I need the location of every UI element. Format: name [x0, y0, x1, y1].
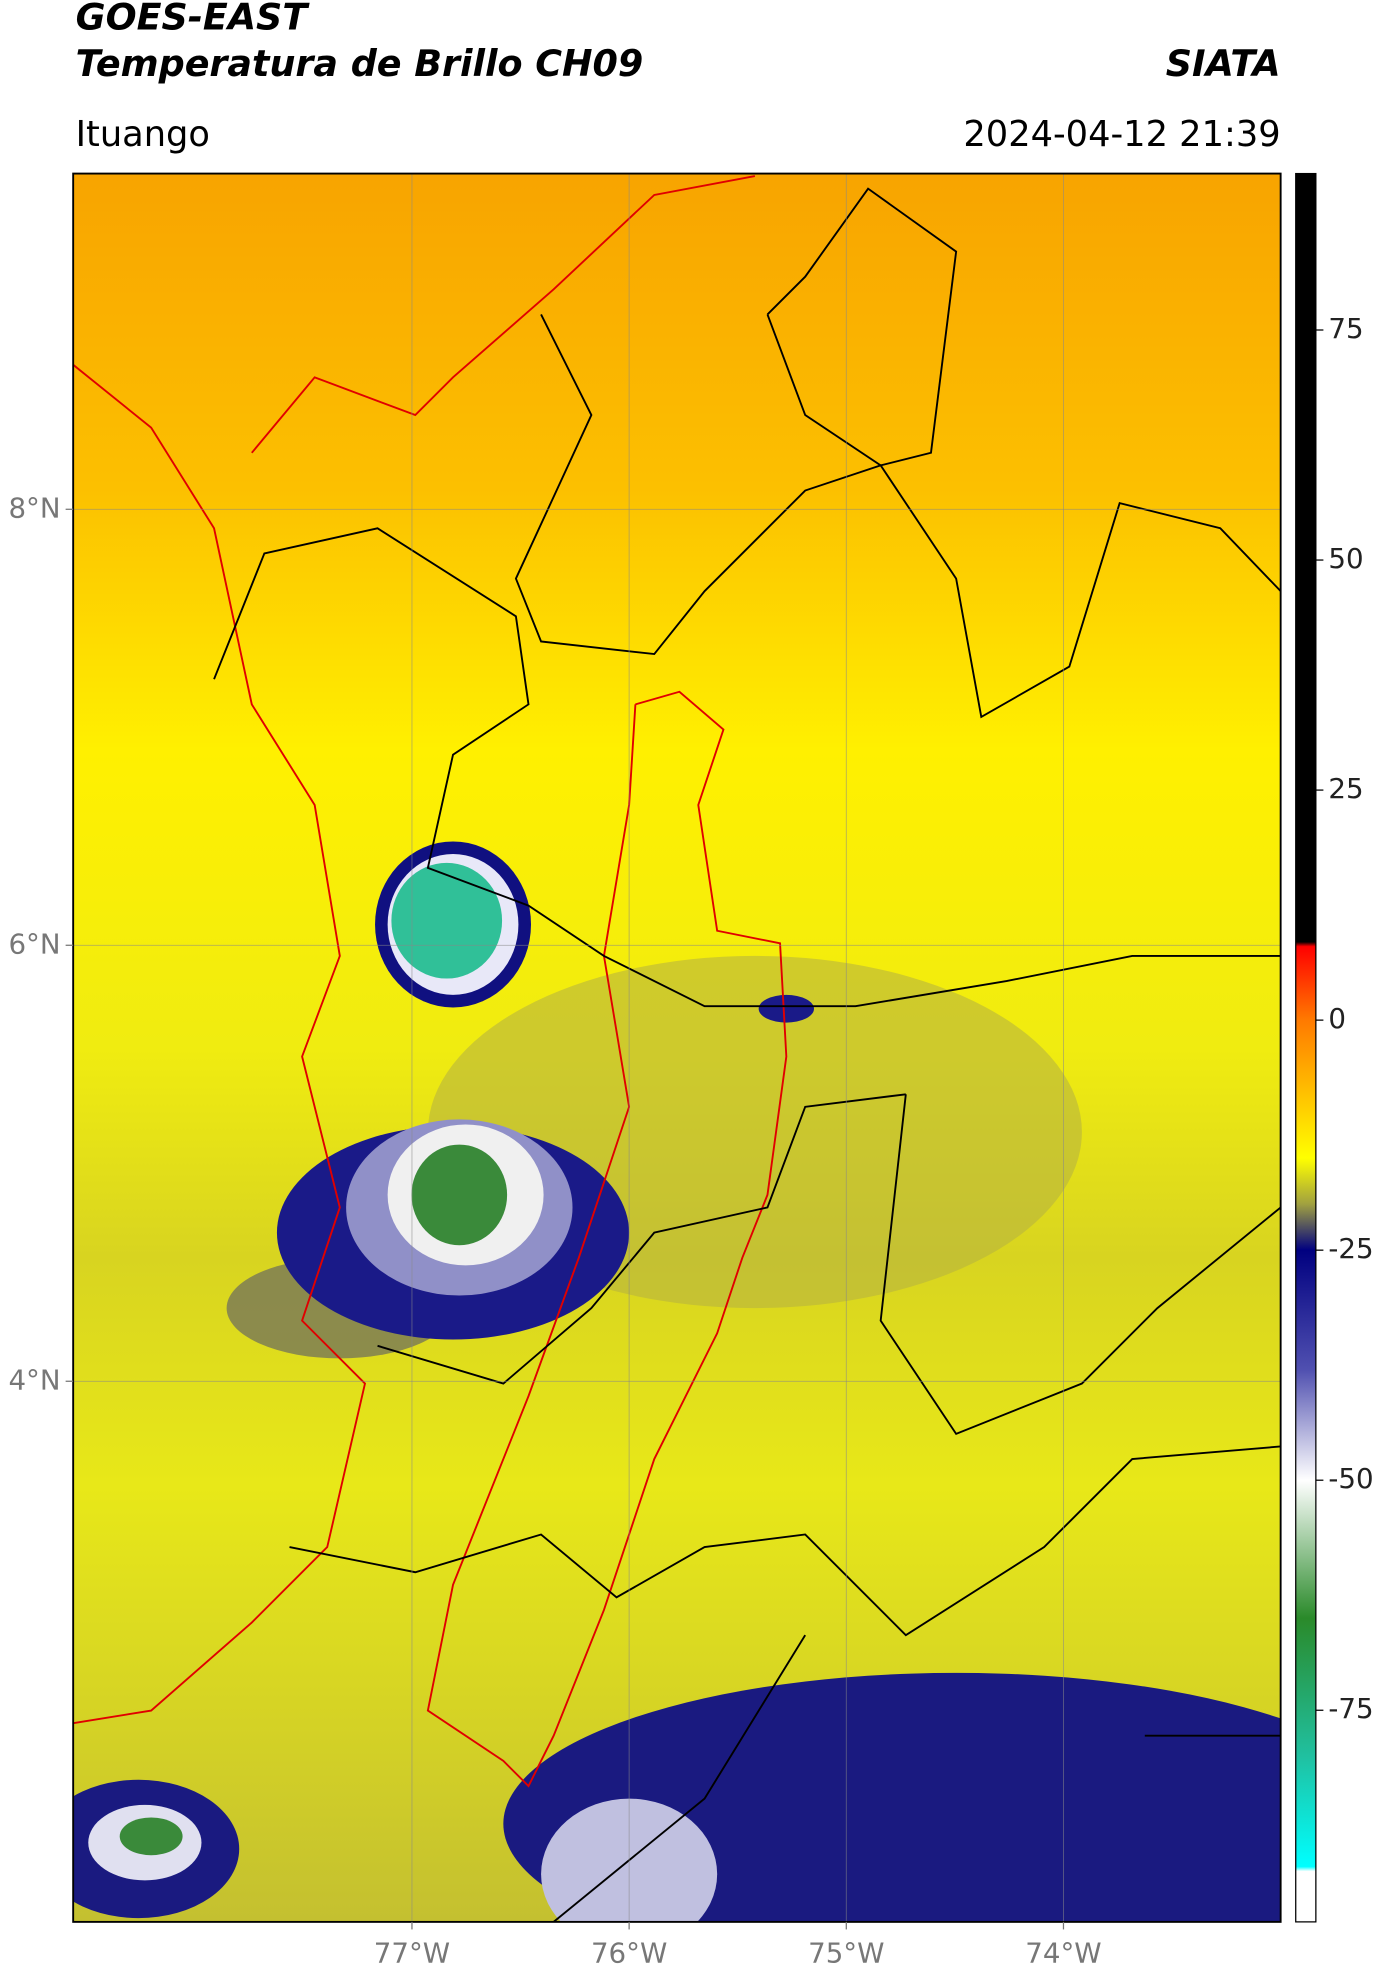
colorbar-tick-label: -75: [1328, 1692, 1373, 1725]
grid: [73, 173, 1281, 1922]
title: GOES-EAST: [76, 0, 311, 38]
y-tick-label: 4°N: [8, 1363, 60, 1396]
title: Temperatura de Brillo CH09: [76, 42, 644, 85]
x-tick-label: 77°W: [374, 1937, 450, 1970]
colorbar-tick-label: 0: [1328, 1002, 1346, 1035]
colorbar: [1295, 172, 1317, 1923]
colorbar-tick-label: 50: [1328, 542, 1363, 575]
colorbar-tick-label: 25: [1328, 772, 1363, 805]
map-image: [73, 173, 1281, 1922]
x-tick-label: 75°W: [808, 1937, 884, 1970]
datetime: 2024-04-12 21:39: [963, 114, 1280, 155]
location: Ituango: [76, 114, 210, 155]
colorbar-tick-label: -25: [1328, 1232, 1373, 1265]
map-frame: [72, 172, 1282, 1923]
colorbar-tick-label: -50: [1328, 1462, 1373, 1495]
colorbar-tick-label: 75: [1328, 312, 1363, 345]
x-tick-label: 74°W: [1025, 1937, 1101, 1970]
agency: SIATA: [1166, 42, 1281, 85]
y-tick-label: 6°N: [8, 927, 60, 960]
y-tick-label: 8°N: [8, 491, 60, 524]
x-tick-label: 76°W: [591, 1937, 667, 1970]
